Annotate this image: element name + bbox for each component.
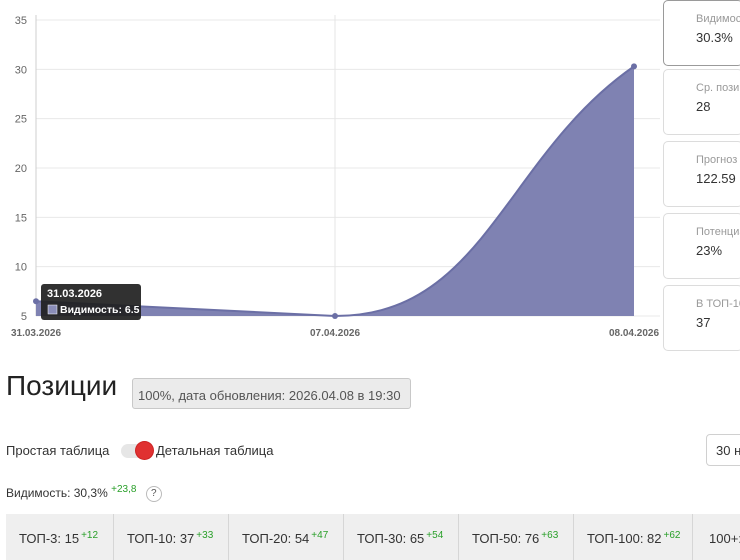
y-tick-label: 30 [15, 64, 27, 76]
metric-card-forecast[interactable]: Прогноз 122.59 [663, 141, 740, 207]
top10-cell[interactable]: ТОП-10: 37 +33 [114, 514, 229, 560]
top50-cell[interactable]: ТОП-50: 76 +63 [459, 514, 574, 560]
top-label: ТОП-30: 65 [357, 531, 425, 546]
period-select[interactable]: 30 н [706, 434, 740, 466]
top-delta: +54 [426, 530, 444, 541]
metric-value: 122.59 [696, 171, 736, 186]
x-tick-label: 07.04.2026 [310, 328, 360, 339]
metric-card-avg-position[interactable]: Ср. позиция 28 [663, 69, 740, 135]
top20-cell[interactable]: ТОП-20: 54 +47 [229, 514, 344, 560]
y-tick-label: 25 [15, 114, 27, 126]
metric-value: 30.3% [696, 30, 733, 45]
visibility-line [35, 65, 635, 318]
y-tick-label: 35 [15, 15, 27, 27]
top-delta: +62 [663, 530, 681, 541]
help-icon[interactable]: ? [145, 486, 162, 502]
metric-card-visibility[interactable]: Видимость 30.3% [663, 0, 740, 66]
top100-cell[interactable]: ТОП-100: 82 +62 [574, 514, 693, 560]
top-label: 100+: [709, 531, 740, 546]
y-tick-label: 15 [15, 212, 27, 224]
metric-label: Видимость [696, 13, 740, 25]
top-label: ТОП-50: 76 [472, 531, 540, 546]
metric-label: Потенциал [696, 226, 740, 238]
x-tick-label: 08.04.2026 [609, 328, 659, 339]
chart-tooltip: 31.03.2026 Видимость: 6.5 [41, 284, 141, 320]
metric-label: В ТОП-10 [696, 298, 740, 310]
metric-card-potential[interactable]: Потенциал 23% [663, 213, 740, 279]
metric-label: Прогноз [696, 154, 738, 166]
metric-value: 37 [696, 315, 711, 330]
top-label: ТОП-20: 54 [242, 531, 310, 546]
visibility-chart: 5 10 15 20 25 30 35 31.03.2026 07.04.2026 08.04.… [11, 15, 660, 339]
metric-value: 23% [696, 243, 723, 258]
top-label: ТОП-10: 37 [127, 531, 195, 546]
data-point [631, 63, 637, 70]
visibility-delta: +23,8 [111, 484, 137, 496]
y-tick-label: 10 [15, 262, 27, 274]
top-positions-row: ТОП-3: 15 +12 ТОП-10: 37 +33 ТОП-20: 54 +47… [6, 514, 740, 560]
update-status: 100%, дата обновления: 2026.04.08 в 19:3… [132, 378, 411, 409]
metric-label: Ср. позиция [696, 82, 740, 94]
data-point [33, 298, 39, 305]
top30-cell[interactable]: ТОП-30: 65 +54 [344, 514, 459, 560]
top-delta: +47 [311, 530, 329, 541]
visibility-summary: Видимость: 30,3% +23,8 ? [6, 484, 162, 502]
tooltip-value: Видимость: 6.5 [60, 304, 140, 316]
top100plus-cell[interactable]: 100+: [693, 514, 740, 560]
tooltip-date: 31.03.2026 [47, 288, 102, 300]
top3-cell[interactable]: ТОП-3: 15 +12 [6, 514, 114, 560]
data-point [332, 313, 338, 319]
metric-card-top10[interactable]: В ТОП-10 37 [663, 285, 740, 351]
y-tick-label: 5 [21, 311, 27, 323]
metric-value: 28 [696, 99, 711, 114]
y-tick-label: 20 [15, 163, 27, 175]
x-tick-label: 31.03.2026 [11, 328, 61, 339]
table-mode-switch-knob[interactable] [136, 442, 153, 459]
top-label: ТОП-3: 15 [19, 531, 80, 546]
top-label: ТОП-100: 82 [587, 531, 662, 546]
detailed-table-label[interactable]: Детальная таблица [156, 443, 274, 458]
positions-title: Позиции [6, 370, 118, 401]
tooltip-legend-swatch [47, 304, 58, 315]
visibility-area [36, 66, 634, 316]
visibility-label: Видимость: 30,3% [6, 486, 108, 501]
top-delta: +12 [81, 530, 99, 541]
simple-table-label[interactable]: Простая таблица [6, 443, 110, 458]
top-delta: +33 [196, 530, 214, 541]
top-delta: +63 [541, 530, 559, 541]
